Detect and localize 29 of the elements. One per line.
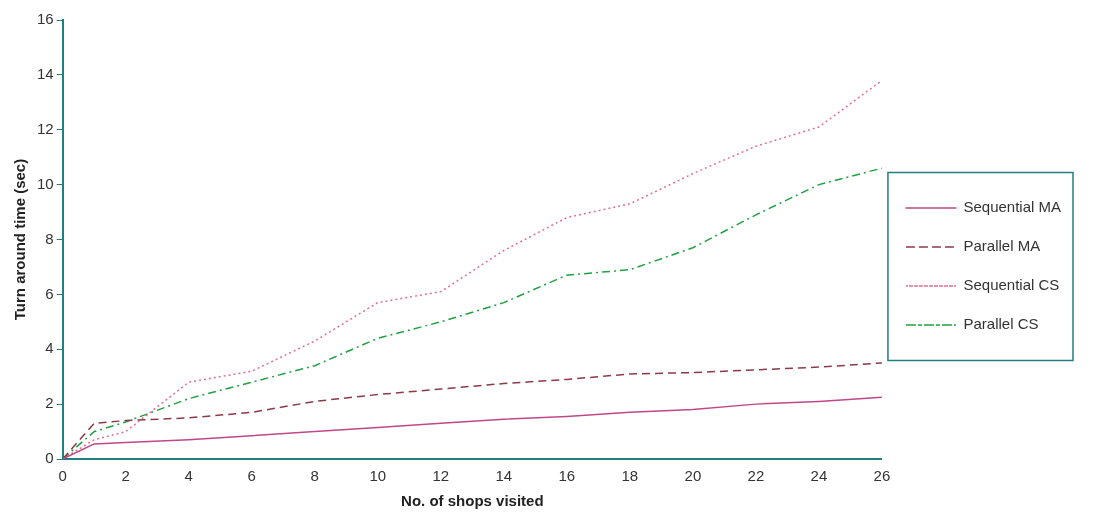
x-tick-label: 8: [310, 467, 319, 485]
y-tick-label: 2: [45, 394, 54, 412]
y-axis-title: Turn around time (sec): [11, 158, 29, 321]
y-tick-label: 10: [37, 174, 54, 192]
x-tick-label: 12: [432, 467, 450, 485]
x-tick-label: 20: [684, 467, 702, 485]
x-tick-label: 10: [369, 467, 387, 485]
x-tick-label: 26: [873, 467, 891, 485]
x-tick-label: 16: [558, 467, 576, 485]
legend-label: Sequential MA: [963, 198, 1061, 216]
x-axis-title: No. of shops visited: [401, 492, 544, 510]
y-tick-label: 14: [37, 65, 54, 83]
legend-label: Sequential CS: [963, 276, 1060, 294]
x-tick-label: 4: [184, 467, 193, 485]
y-tick-label: 16: [37, 10, 54, 28]
legend-label: Parallel MA: [963, 237, 1041, 255]
y-tick-label: 6: [45, 284, 54, 302]
y-tick-label: 8: [45, 229, 54, 247]
x-tick-label: 2: [121, 467, 130, 485]
x-tick-label: 0: [58, 467, 67, 485]
y-tick-label: 4: [45, 339, 54, 357]
y-tick-label: 0: [45, 449, 54, 467]
x-tick-label: 22: [747, 467, 765, 485]
legend-label: Parallel CS: [963, 315, 1039, 333]
x-tick-label: 18: [621, 467, 639, 485]
y-tick-label: 12: [37, 119, 54, 137]
x-tick-label: 24: [810, 467, 828, 485]
x-tick-label: 14: [495, 467, 513, 485]
x-tick-label: 6: [247, 467, 256, 485]
